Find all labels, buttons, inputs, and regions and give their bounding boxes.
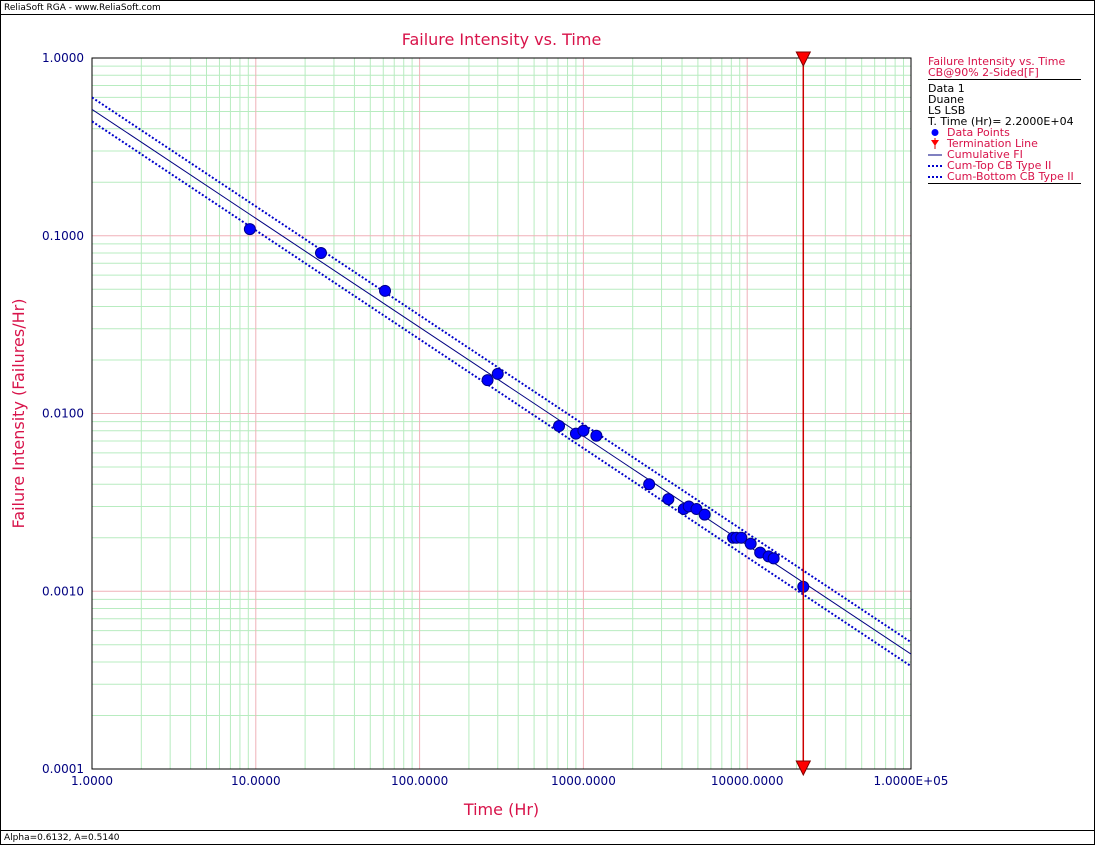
legend-swatch [928,171,942,182]
y-axis-label: Failure Intensity (Failures/Hr) [9,299,28,529]
data-point [553,420,566,433]
data-point [690,503,703,516]
plot-series [92,96,911,667]
legend-info-model: Duane [928,93,964,106]
legend-entry: Cum-Top CB Type II [928,160,1081,171]
data-point [314,246,327,259]
status-bar: Alpha=0.6132, A=0.5140 [1,830,1094,844]
legend-title: Failure Intensity vs. Time [928,55,1066,68]
data-point [735,531,748,544]
legend-entry: Cum-Bottom CB Type II [928,171,1081,182]
data-point [590,429,603,442]
legend-swatch [928,127,942,138]
x-tick-label: 1.0000 [71,774,113,788]
legend-entry-label: Cumulative FI [947,148,1023,161]
legend-info-dataset: Data 1 [928,82,965,95]
data-point [744,537,757,550]
data-point [767,552,780,565]
data-point [481,374,494,387]
chart-title: Failure Intensity vs. Time [402,30,602,49]
data-point [243,223,256,236]
y-tick-label: 0.0100 [42,407,84,421]
legend-entry-label: Data Points [947,126,1010,139]
cumulative-fi-line [92,108,911,655]
x-tick-label: 1.0000E+05 [874,774,949,788]
legend-divider-bottom [928,183,1081,184]
y-tick-label: 1.0000 [42,51,84,65]
legend-info-termination-time: T. Time (Hr)= 2.2000E+04 [928,115,1074,128]
title-bar: ReliaSoft RGA - www.ReliaSoft.com [1,1,1094,15]
termination-marker-top [795,51,812,68]
legend-entry-label: Termination Line [947,137,1038,150]
legend-swatch [928,149,942,160]
data-point [662,493,675,506]
legend-divider [928,79,1081,80]
legend-entry: Termination Line [928,138,1081,149]
bottom-bound-line [92,120,911,667]
data-point [491,367,504,380]
data-point [643,478,656,491]
y-tick-label: 0.1000 [42,229,84,243]
legend-swatch [928,138,942,149]
x-tick-label: 10.0000 [231,774,281,788]
x-axis-label: Time (Hr) [463,800,539,819]
x-tick-label: 10000.0000 [711,774,784,788]
legend-swatch [928,160,942,171]
termination-marker-bottom [795,760,812,777]
legend-subtitle: CB@90% 2-Sided[F] [928,66,1039,79]
y-tick-label: 0.0001 [42,762,84,776]
x-tick-label: 100.0000 [391,774,448,788]
grid [91,57,912,770]
data-point [577,424,590,437]
legend-entries: Data Points Termination Line Cumulative FI… [928,127,1081,182]
data-point [379,284,392,297]
data-point [698,508,711,521]
x-tick-label: 1000.0000 [551,774,616,788]
legend-entry-label: Cum-Bottom CB Type II [947,170,1074,183]
legend-entry: Cumulative FI [928,149,1081,160]
plot-border [91,57,912,770]
legend-entry: Data Points [928,127,1081,138]
legend: Failure Intensity vs. Time CB@90% 2-Side… [928,56,1081,187]
y-tick-label: 0.0010 [42,584,84,598]
legend-info-method: LS LSB [928,104,966,117]
legend-entry-label: Cum-Top CB Type II [947,159,1052,172]
